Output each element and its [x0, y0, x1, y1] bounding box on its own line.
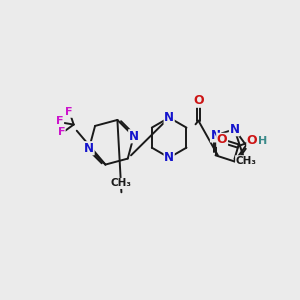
- Text: F: F: [58, 127, 65, 137]
- Text: F: F: [65, 107, 73, 117]
- Text: F: F: [56, 116, 64, 127]
- Text: CH₃: CH₃: [236, 156, 256, 166]
- Text: H: H: [258, 136, 268, 146]
- Text: N: N: [84, 142, 94, 155]
- Text: CH₃: CH₃: [111, 178, 132, 188]
- Text: O: O: [193, 94, 204, 107]
- Text: N: N: [230, 123, 239, 136]
- Text: N: N: [129, 130, 139, 143]
- Text: O: O: [217, 134, 227, 146]
- Text: N: N: [164, 111, 174, 124]
- Text: N: N: [164, 151, 174, 164]
- Text: O: O: [247, 134, 257, 147]
- Text: N: N: [211, 129, 220, 142]
